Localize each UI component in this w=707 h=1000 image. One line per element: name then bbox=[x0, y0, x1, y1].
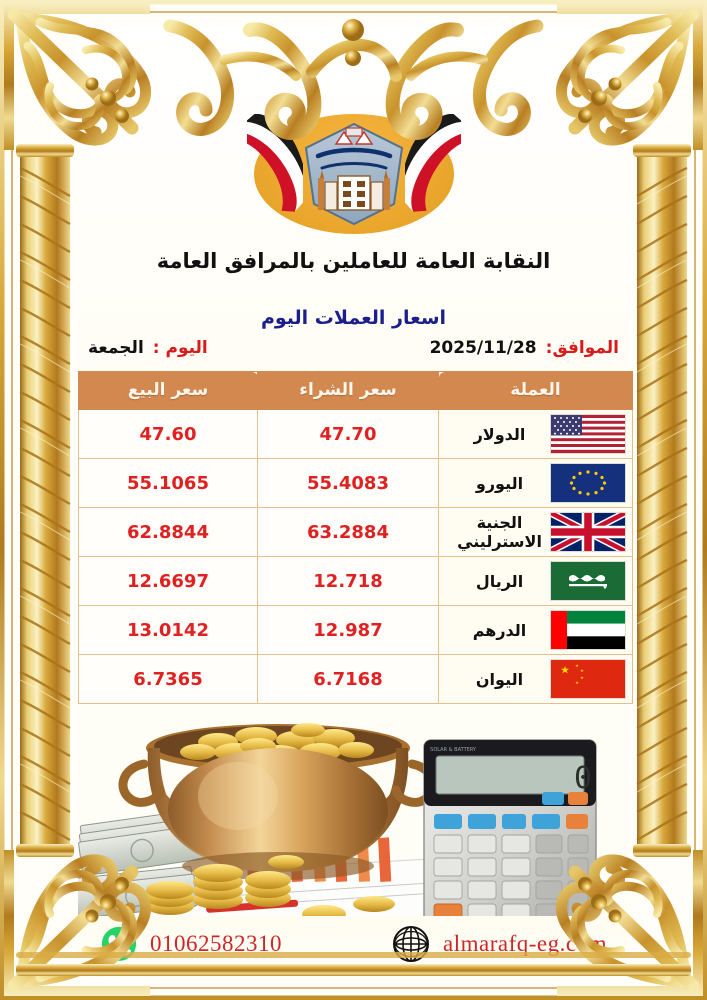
currency-name: الريال bbox=[475, 571, 524, 591]
sell-price: 62.8844 bbox=[127, 521, 209, 543]
sell-price-cell: 12.6697 bbox=[78, 556, 258, 606]
sell-price: 55.1065 bbox=[127, 472, 209, 494]
table-row: الدرهم 12.987 13.0142 bbox=[78, 605, 633, 655]
currency-cell-inner: الجنية الاسترليني bbox=[439, 509, 632, 555]
buy-price: 63.2884 bbox=[307, 521, 389, 543]
flag-eu-icon bbox=[550, 463, 626, 503]
currency-cell: اليوان bbox=[438, 654, 633, 704]
buy-price-cell: 6.7168 bbox=[257, 654, 439, 704]
date-value: 2025/11/28 bbox=[429, 338, 537, 358]
buy-price: 12.987 bbox=[313, 619, 383, 641]
website-contact[interactable]: almarafq-eg.com bbox=[391, 924, 607, 964]
currency-name: اليوان bbox=[475, 669, 524, 689]
currency-cell: الريال bbox=[438, 556, 633, 606]
table-row: الدولار 47.70 47.60 bbox=[78, 409, 633, 459]
union-shield-icon bbox=[304, 122, 403, 226]
whatsapp-icon bbox=[101, 926, 137, 962]
flag-saudi-arabia-icon bbox=[550, 561, 626, 601]
table-body: الدولار 47.70 47.60 اليورو 55.4083 55.1065 الج… bbox=[78, 409, 633, 704]
buy-price-cell: 12.987 bbox=[257, 605, 439, 655]
currency-name: اليورو bbox=[475, 473, 524, 493]
phone-text: 01062582310 bbox=[150, 931, 282, 956]
flag-china-icon bbox=[550, 659, 626, 699]
table-row: الريال 12.718 12.6697 bbox=[78, 556, 633, 606]
sell-price: 47.60 bbox=[139, 423, 197, 445]
sell-price: 13.0142 bbox=[127, 619, 209, 641]
logo-container bbox=[0, 108, 707, 240]
sell-price-cell: 13.0142 bbox=[78, 605, 258, 655]
currency-name: الجنية الاسترليني bbox=[457, 513, 542, 551]
website-text: almarafq-eg.com bbox=[443, 931, 607, 956]
date-label: الموافق: bbox=[545, 338, 619, 358]
svg-text:SOLAR & BATTERY: SOLAR & BATTERY bbox=[430, 747, 477, 753]
header-sell-price: سعر البيع bbox=[78, 371, 258, 410]
sell-price: 6.7365 bbox=[133, 668, 203, 690]
contact-footer: almarafq-eg.com 01062582310 bbox=[78, 916, 629, 972]
buy-price-cell: 12.718 bbox=[257, 556, 439, 606]
currency-cell-inner: اليوان bbox=[439, 656, 632, 702]
buy-price: 47.70 bbox=[319, 423, 377, 445]
currency-name: الدرهم bbox=[472, 620, 527, 640]
sell-price: 12.6697 bbox=[127, 570, 209, 592]
money-illustration: 0 SOLAR & BATTERY bbox=[78, 700, 629, 940]
left-rope-column bbox=[16, 144, 74, 857]
buy-price: 55.4083 bbox=[307, 472, 389, 494]
header-currency: العملة bbox=[438, 371, 633, 410]
table-row: اليوان 6.7168 6.7365 bbox=[78, 654, 633, 704]
buy-price-cell: 47.70 bbox=[257, 409, 439, 459]
sell-price-cell: 55.1065 bbox=[78, 458, 258, 508]
table-header-row: العملة سعر الشراء سعر البيع bbox=[78, 371, 633, 410]
dateline: الموافق: 2025/11/28 اليوم : الجمعة bbox=[88, 338, 619, 358]
union-emblem-logo bbox=[246, 110, 461, 238]
buy-price: 6.7168 bbox=[313, 668, 383, 690]
svg-text:0: 0 bbox=[574, 761, 592, 796]
currency-cell-inner: الدرهم bbox=[439, 607, 632, 653]
currency-rates-table: العملة سعر الشراء سعر البيع الدولار 47.70… bbox=[78, 371, 633, 704]
currency-cell-inner: الريال bbox=[439, 558, 632, 604]
flag-uk-icon bbox=[550, 512, 626, 552]
currency-name: الدولار bbox=[473, 424, 526, 444]
organization-title: النقابة العامة للعاملين بالمرافق العامة bbox=[156, 249, 551, 273]
day-label: اليوم : bbox=[152, 338, 208, 358]
table-row: الجنية الاسترليني 63.2884 62.8844 bbox=[78, 507, 633, 557]
currency-cell: الدرهم bbox=[438, 605, 633, 655]
day-group: اليوم : الجمعة bbox=[88, 338, 208, 358]
sell-price-cell: 62.8844 bbox=[78, 507, 258, 557]
phone-contact[interactable]: 01062582310 bbox=[100, 925, 282, 963]
date-group: الموافق: 2025/11/28 bbox=[430, 338, 619, 358]
page-subtitle: اسعار العملات اليوم bbox=[260, 307, 447, 329]
flag-uae-icon bbox=[550, 610, 626, 650]
day-value: الجمعة bbox=[88, 338, 144, 358]
currency-cell-inner: اليورو bbox=[439, 460, 632, 506]
currency-cell: الدولار bbox=[438, 409, 633, 459]
currency-cell: اليورو bbox=[438, 458, 633, 508]
currency-cell-inner: الدولار bbox=[439, 411, 632, 457]
table-head: العملة سعر الشراء سعر البيع bbox=[78, 371, 633, 410]
sell-price-cell: 6.7365 bbox=[78, 654, 258, 704]
buy-price-cell: 55.4083 bbox=[257, 458, 439, 508]
buy-price-cell: 63.2884 bbox=[257, 507, 439, 557]
right-rope-column bbox=[633, 144, 691, 857]
header-buy-price: سعر الشراء bbox=[257, 371, 439, 410]
table-row: اليورو 55.4083 55.1065 bbox=[78, 458, 633, 508]
calculator: 0 SOLAR & BATTERY bbox=[423, 739, 597, 927]
currency-cell: الجنية الاسترليني bbox=[438, 507, 633, 557]
globe-icon bbox=[393, 926, 430, 962]
flag-usa-icon bbox=[550, 414, 626, 454]
sell-price-cell: 47.60 bbox=[78, 409, 258, 459]
buy-price: 12.718 bbox=[313, 570, 383, 592]
